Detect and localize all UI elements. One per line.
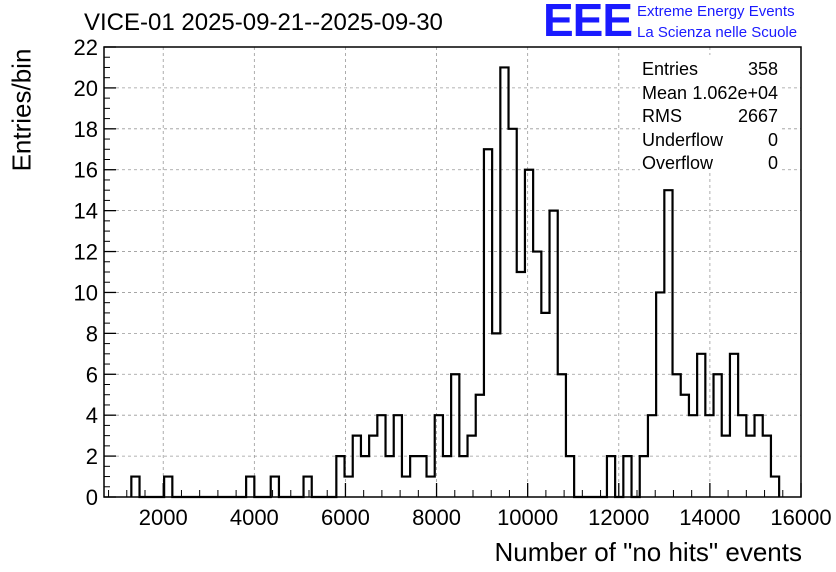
- y-tick-label: 2: [86, 444, 98, 469]
- histogram-bin: [271, 477, 279, 497]
- histogram-bin: [164, 477, 172, 497]
- stats-row-entries: Entries 358: [642, 58, 778, 82]
- histogram-bin: [746, 436, 754, 497]
- stats-row-underflow: Underflow 0: [642, 129, 778, 153]
- histogram-step-line: [130, 66, 781, 499]
- y-tick-label: 20: [74, 76, 98, 101]
- logo-line-2: La Scienza nelle Scuole: [637, 24, 798, 41]
- histogram-bin: [607, 456, 615, 497]
- histogram-bin: [738, 415, 746, 497]
- y-axis-title: Entries/bin: [6, 48, 37, 172]
- y-tick-label: 8: [86, 321, 98, 346]
- histogram-bin: [131, 477, 139, 497]
- histogram-bin: [369, 436, 377, 497]
- rms-label: RMS: [642, 106, 682, 127]
- histogram-bin: [550, 211, 558, 497]
- stats-box: Entries 358 Mean 1.062e+04 RMS 2667 Unde…: [642, 58, 778, 176]
- histogram-bin: [377, 415, 385, 497]
- histogram-bin: [541, 313, 549, 497]
- y-tick-label: 4: [86, 403, 98, 428]
- histogram-bin: [623, 456, 631, 497]
- stats-row-overflow: Overflow 0: [642, 152, 778, 176]
- histogram-bin: [648, 415, 656, 497]
- overflow-label: Overflow: [642, 153, 714, 174]
- histogram-bin: [361, 456, 369, 497]
- y-tick-label: 0: [86, 485, 98, 510]
- histogram-bin: [656, 292, 664, 497]
- histogram-bin: [730, 354, 738, 497]
- rms-value: 2667: [737, 106, 778, 127]
- histogram-bin: [640, 456, 648, 497]
- histogram-bin: [443, 456, 451, 497]
- overflow-value: 0: [767, 153, 778, 174]
- histogram-bin: [418, 456, 426, 497]
- histogram-bin: [714, 374, 722, 497]
- y-tick-label: 12: [74, 240, 98, 265]
- histogram-bin: [525, 170, 533, 497]
- histogram-bin: [689, 415, 697, 497]
- histogram-bin: [517, 272, 525, 497]
- x-tick-label: 10000: [497, 505, 558, 530]
- histogram-bin: [476, 395, 484, 497]
- histogram-bin: [386, 456, 394, 497]
- histogram-bin: [336, 456, 344, 497]
- histogram-bin: [402, 477, 410, 497]
- x-tick-label: 2000: [139, 505, 188, 530]
- x-tick-label: 16000: [770, 505, 831, 530]
- histogram-bin: [755, 415, 763, 497]
- histogram-bin: [533, 252, 541, 497]
- histogram-bin: [509, 129, 517, 497]
- histogram-bin: [410, 456, 418, 497]
- histogram-bin: [771, 477, 779, 497]
- x-axis-title: Number of "no hits" events: [494, 537, 803, 567]
- x-tick-label: 4000: [230, 505, 279, 530]
- histogram-bin: [558, 374, 566, 497]
- histogram-bin: [722, 436, 730, 497]
- stats-box-background: [640, 55, 782, 173]
- histogram-bin: [394, 415, 402, 497]
- histogram-bin: [468, 436, 476, 497]
- y-tick-label: 14: [74, 199, 98, 224]
- logo-line-1: Extreme Energy Events: [637, 3, 795, 20]
- chart-title: VICE-01 2025-09-21--2025-09-30: [84, 9, 443, 36]
- y-tick-label: 6: [86, 362, 98, 387]
- histogram-bin: [492, 333, 500, 497]
- histogram-bin: [500, 67, 508, 497]
- x-tick-label: 6000: [321, 505, 370, 530]
- underflow-label: Underflow: [642, 129, 724, 150]
- mean-value: 1.062e+04: [692, 82, 778, 103]
- histogram-bin: [664, 190, 672, 497]
- histogram-bin: [763, 436, 771, 497]
- stats-row-rms: RMS 2667: [642, 105, 778, 129]
- histogram-bin: [484, 149, 492, 497]
- x-tick-label: 14000: [679, 505, 740, 530]
- histogram-bin: [459, 456, 467, 497]
- underflow-value: 0: [767, 129, 778, 150]
- x-axis-ticks: 2000 4000 6000 8000 10000 12000 14000 16000: [108, 483, 832, 530]
- y-tick-label: 16: [74, 158, 98, 183]
- stats-row-mean: Mean 1.062e+04: [642, 82, 778, 106]
- histogram-bin: [681, 395, 689, 497]
- histogram-bin: [427, 477, 435, 497]
- x-tick-label: 12000: [588, 505, 649, 530]
- eee-logo-mark: EEE: [543, 0, 633, 46]
- y-tick-label: 18: [74, 117, 98, 142]
- entries-value: 358: [747, 59, 778, 79]
- mean-label: Mean: [642, 82, 688, 103]
- histogram-bin: [246, 477, 254, 497]
- histogram-bin: [566, 456, 574, 497]
- x-tick-label: 8000: [412, 505, 461, 530]
- histogram-series: [130, 66, 781, 499]
- y-tick-label: 22: [74, 35, 98, 60]
- entries-label: Entries: [642, 59, 699, 79]
- y-axis-ticks: 0 2 4 6 8 10 12 14 16 18 20 22: [74, 35, 116, 510]
- y-tick-label: 10: [74, 280, 98, 305]
- histogram-bin: [697, 354, 705, 497]
- histogram-bin: [673, 374, 681, 497]
- histogram-bin: [353, 436, 361, 497]
- histogram-bin: [304, 477, 312, 497]
- histogram-bin: [451, 374, 459, 497]
